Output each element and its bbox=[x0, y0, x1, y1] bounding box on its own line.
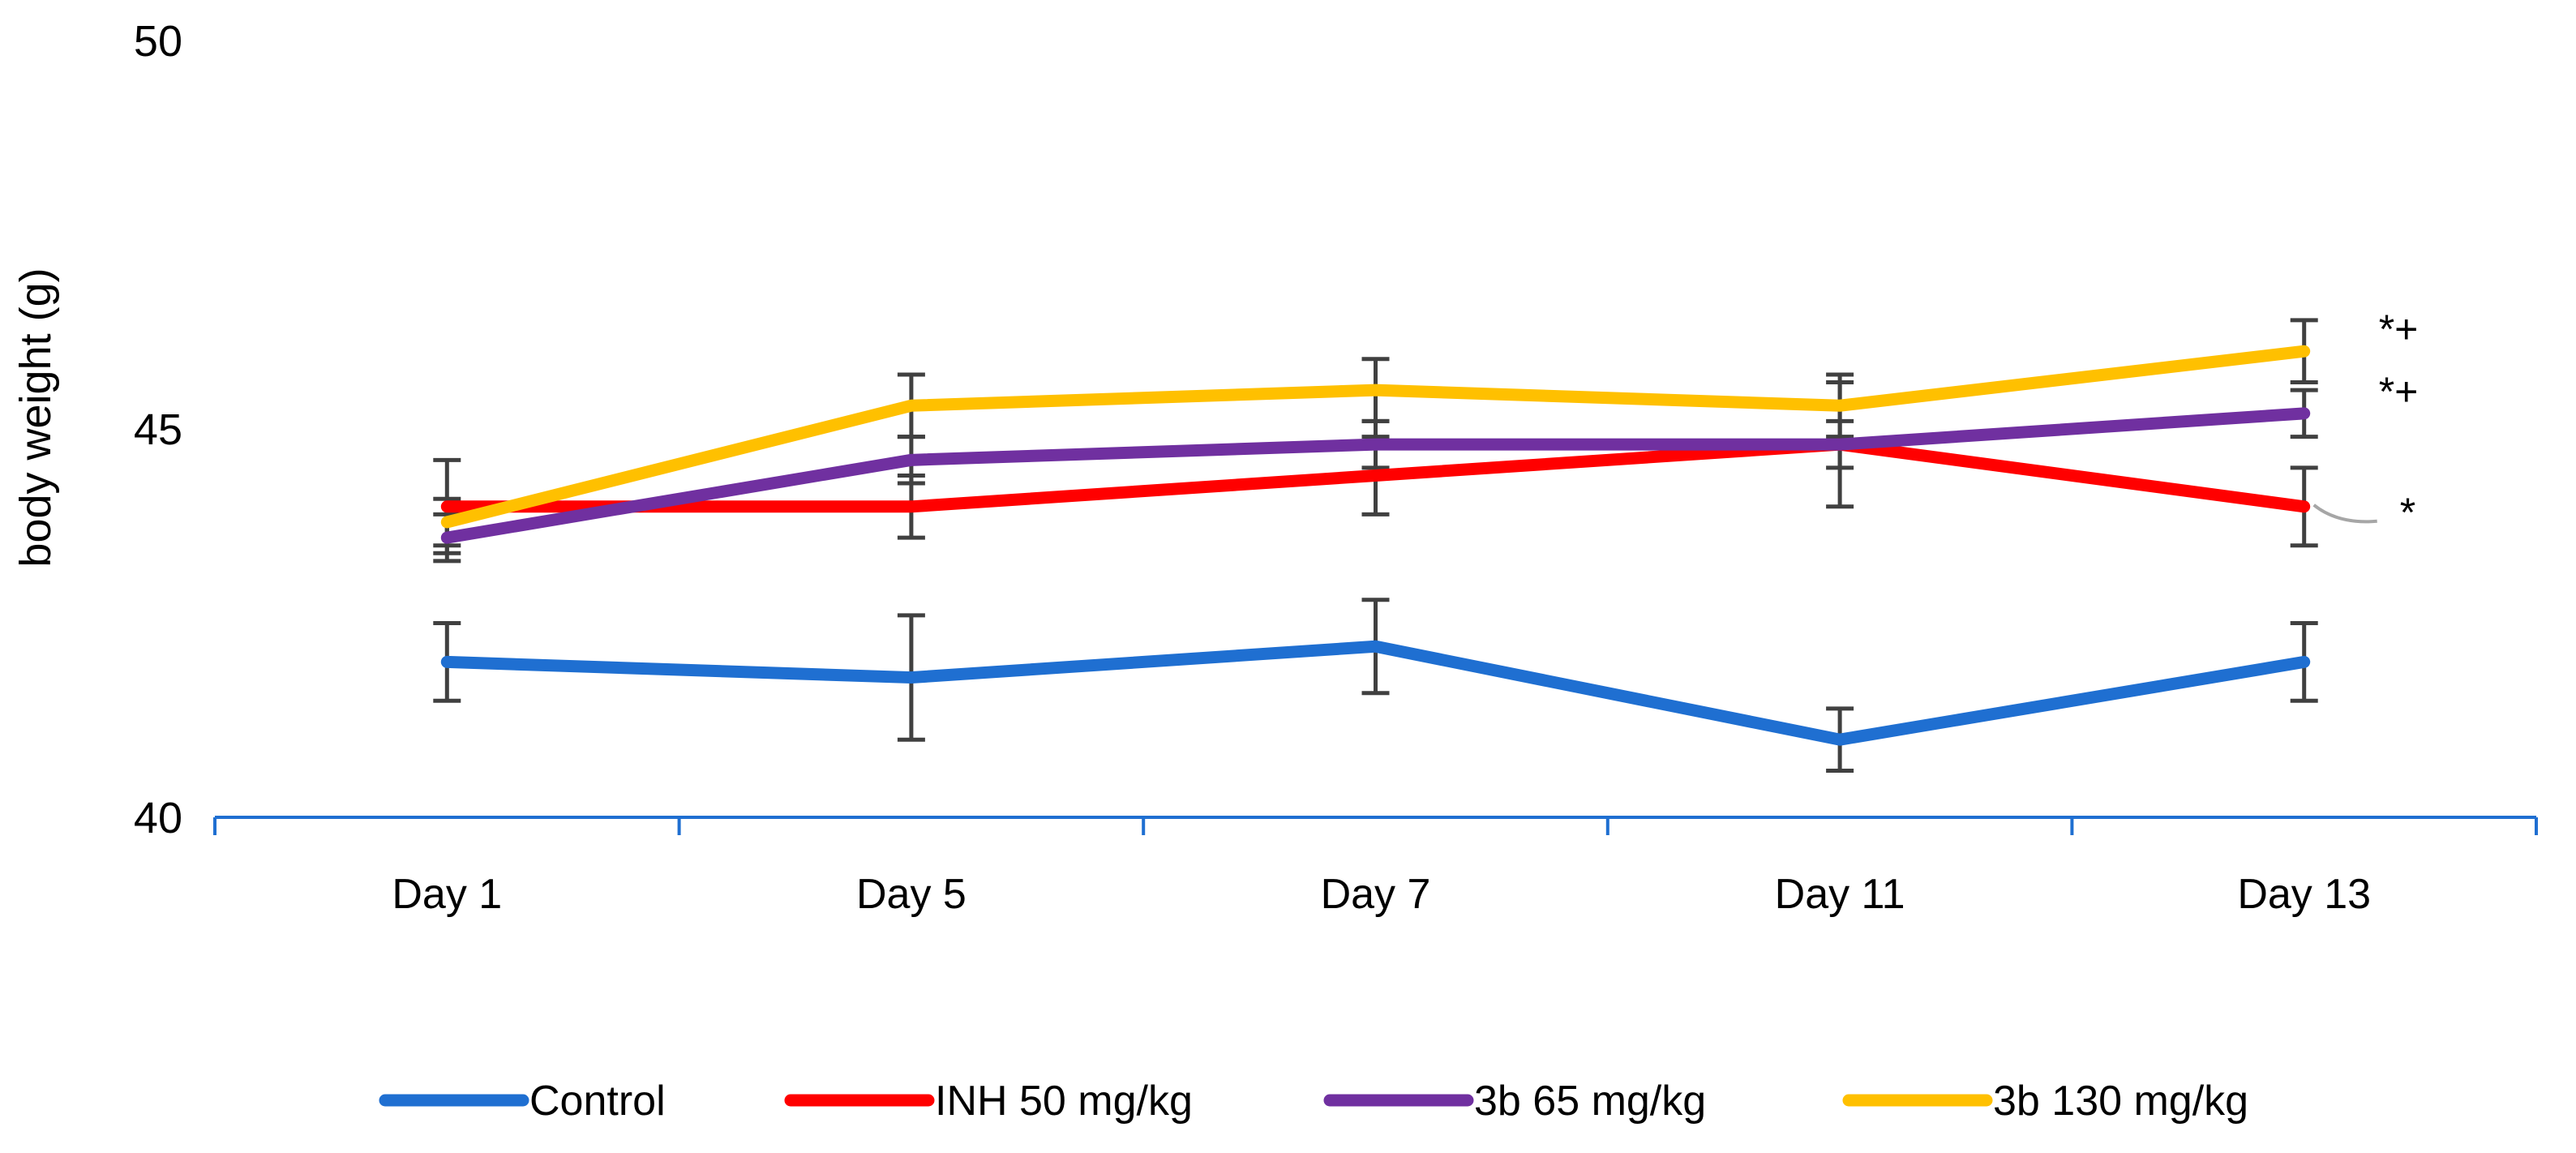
data-point bbox=[446, 506, 448, 508]
data-point bbox=[1839, 405, 1841, 406]
data-point bbox=[2304, 350, 2305, 352]
data-point bbox=[1839, 444, 1841, 445]
data-point bbox=[1375, 645, 1377, 647]
legend-item-1: Control bbox=[379, 1078, 666, 1125]
x-axis-ticks: Day 1 Day 5 Day 7 Day 11 Day 13 bbox=[392, 871, 2371, 918]
y-tick-label: 45 bbox=[134, 405, 182, 454]
x-tick-label: Day 1 bbox=[392, 871, 502, 918]
legend-label: 3b 130 mg/kg bbox=[1993, 1078, 2248, 1125]
data-point bbox=[1375, 444, 1377, 445]
data-point bbox=[1375, 474, 1377, 476]
y-tick-label: 40 bbox=[134, 794, 182, 842]
series-line-1 bbox=[440, 640, 2311, 746]
data-point bbox=[446, 661, 448, 662]
legend-item-3: 3b 65 mg/kg bbox=[1323, 1078, 1706, 1125]
x-tick-label: Day 13 bbox=[2237, 871, 2371, 918]
annotations: *+ *+ * bbox=[2312, 306, 2419, 535]
data-point bbox=[911, 506, 912, 508]
x-tick-label: Day 5 bbox=[856, 871, 967, 918]
data-point bbox=[446, 521, 448, 523]
legend-item-2: INH 50 mg/kg bbox=[784, 1078, 1193, 1125]
data-point bbox=[2304, 506, 2305, 508]
y-axis-label: body weight (g) bbox=[11, 268, 60, 567]
significance-annotation: * bbox=[2400, 490, 2415, 535]
error-bars-1 bbox=[433, 598, 2318, 774]
legend-label: INH 50 mg/kg bbox=[935, 1078, 1193, 1125]
y-tick-label: 50 bbox=[134, 17, 182, 66]
significance-annotation: *+ bbox=[2379, 306, 2419, 352]
annotation-leader-line bbox=[2312, 504, 2377, 524]
data-point bbox=[911, 459, 912, 461]
x-axis bbox=[213, 816, 2538, 835]
significance-annotation: *+ bbox=[2379, 369, 2419, 414]
data-point bbox=[911, 405, 912, 406]
data-point bbox=[2304, 661, 2305, 662]
series-group bbox=[433, 318, 2318, 774]
legend-label: 3b 65 mg/kg bbox=[1474, 1078, 1706, 1125]
data-point bbox=[446, 537, 448, 538]
x-tick-label: Day 11 bbox=[1775, 871, 1905, 918]
legend-label: Control bbox=[529, 1078, 666, 1125]
series-line-3 bbox=[440, 407, 2311, 544]
series-line-4 bbox=[440, 345, 2311, 529]
data-point bbox=[1839, 739, 1841, 740]
series-line-2 bbox=[440, 438, 2311, 513]
data-point bbox=[1375, 389, 1377, 391]
y-axis-ticks: 50 45 40 bbox=[134, 17, 182, 842]
data-point bbox=[2304, 413, 2305, 414]
x-tick-label: Day 7 bbox=[1321, 871, 1431, 918]
legend-item-4: 3b 130 mg/kg bbox=[1842, 1078, 2248, 1125]
data-point bbox=[911, 677, 912, 679]
legend: Control INH 50 mg/kg 3b 65 mg/kg 3b 130 mg/… bbox=[379, 1078, 2248, 1125]
